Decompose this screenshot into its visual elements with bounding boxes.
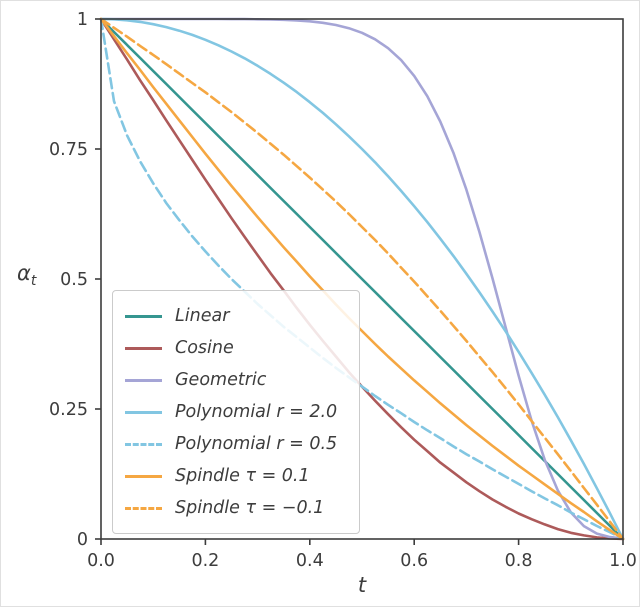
y-tick-label: 0.25 [49,400,88,420]
y-tick-label: 0 [77,530,88,550]
legend-label: Linear [175,306,230,326]
y-axis-label: αt [17,261,36,289]
legend-label: Geometric [175,370,267,390]
y-tick-label: 0.5 [60,270,88,290]
x-tick-label: 0.6 [400,551,428,571]
series-line-polynomial-r-2.0 [99,17,625,541]
legend-label: Spindle τ = 0.1 [175,466,310,486]
legend-item-linear: Linear [125,300,337,332]
x-tick-label: 0.2 [191,551,219,571]
y-tick-label: 1 [77,10,88,30]
y-tick-label: 0.75 [49,140,88,160]
legend-item-spindle-0.1: Spindle τ = −0.1 [125,492,337,524]
legend-line-sample [125,378,162,382]
legend-line-sample [125,474,162,478]
series-line-linear [99,17,625,541]
x-tick-label: 0.8 [505,551,533,571]
x-tick-label: 0.0 [87,551,115,571]
legend-line-sample [125,442,162,446]
series-line-polynomial-r-0.5 [99,17,625,541]
legend-line-sample [125,410,162,414]
legend-item-spindle-0.1: Spindle τ = 0.1 [125,460,337,492]
x-tick-label: 0.4 [296,551,324,571]
legend-line-sample [125,314,162,318]
legend-line-sample [125,346,162,350]
y-axis-label-sub: t [30,273,37,290]
legend-item-cosine: Cosine [125,332,337,364]
legend-label: Spindle τ = −0.1 [175,498,325,518]
legend-item-geometric: Geometric [125,364,337,396]
y-axis-label-main: α [17,261,31,285]
x-axis-label: t [357,573,367,597]
legend-label: Polynomial r = 2.0 [175,402,338,422]
legend-label: Polynomial r = 0.5 [175,434,338,454]
x-tick-label: 1.0 [609,551,637,571]
series-line-spindle-0.1 [99,17,625,541]
legend-item-polynomial-r-0.5: Polynomial r = 0.5 [125,428,337,460]
series-line-spindle-0.1 [99,17,625,541]
legend-line-sample [125,506,162,510]
legend: Linear Cosine Geometric Polynomial r = 2.0 P… [112,290,361,534]
legend-label: Cosine [175,338,234,358]
legend-item-polynomial-r-2.0: Polynomial r = 2.0 [125,396,337,428]
